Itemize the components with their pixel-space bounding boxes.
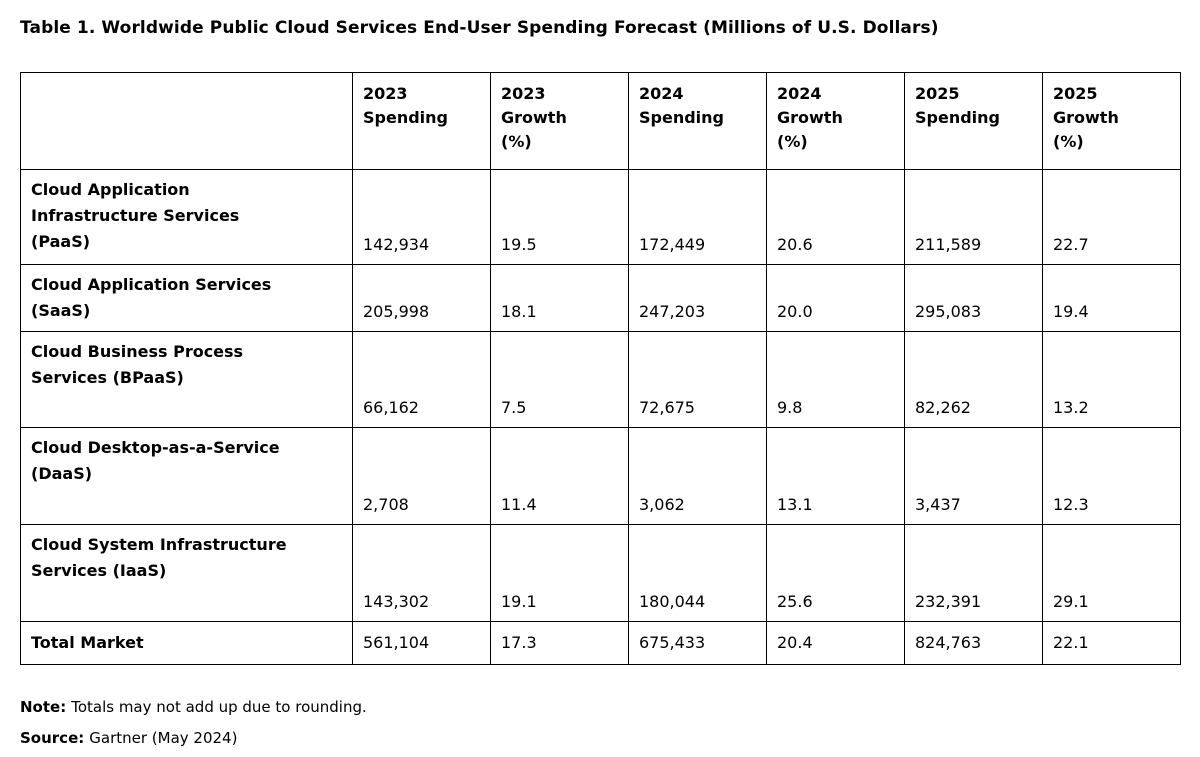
value-cell: 211,589 — [904, 169, 1043, 265]
value-cell: 561,104 — [352, 621, 491, 665]
category-cell: Cloud Desktop-as-a-Service (DaaS) — [20, 427, 353, 525]
category-cell: Cloud Application Infrastructure Service… — [20, 169, 353, 265]
table-row-daas: Cloud Desktop-as-a-Service (DaaS) 2,708 … — [20, 427, 1181, 525]
value-cell: 9.8 — [766, 331, 905, 428]
category-cell: Cloud Application Services (SaaS) — [20, 264, 353, 332]
value-cell: 675,433 — [628, 621, 767, 665]
value-cell: 25.6 — [766, 524, 905, 622]
value-cell: 22.7 — [1042, 169, 1181, 265]
table-title: Table 1. Worldwide Public Cloud Services… — [20, 18, 939, 38]
value-cell: 824,763 — [904, 621, 1043, 665]
table-row-saas: Cloud Application Services (SaaS) 205,99… — [20, 264, 1181, 332]
value-cell: 7.5 — [490, 331, 629, 428]
value-cell: 11.4 — [490, 427, 629, 525]
value-cell: 3,062 — [628, 427, 767, 525]
spending-forecast-table: 2023 Spending 2023 Growth (%) 2024 Spend… — [20, 72, 1181, 665]
value-cell: 72,675 — [628, 331, 767, 428]
header-cell-2023-growth: 2023 Growth (%) — [490, 72, 629, 170]
value-cell: 66,162 — [352, 331, 491, 428]
value-cell: 232,391 — [904, 524, 1043, 622]
table-row-paas: Cloud Application Infrastructure Service… — [20, 169, 1181, 265]
value-cell: 18.1 — [490, 264, 629, 332]
category-cell: Cloud Business Process Services (BPaaS) — [20, 331, 353, 428]
value-cell: 19.4 — [1042, 264, 1181, 332]
value-cell: 172,449 — [628, 169, 767, 265]
value-cell: 143,302 — [352, 524, 491, 622]
source-text: Gartner (May 2024) — [89, 729, 238, 747]
value-cell: 82,262 — [904, 331, 1043, 428]
note-label: Note: — [20, 698, 67, 716]
header-cell-2025-spending: 2025 Spending — [904, 72, 1043, 170]
header-cell-2024-spending: 2024 Spending — [628, 72, 767, 170]
value-cell: 29.1 — [1042, 524, 1181, 622]
footnotes: Note: Totals may not add up due to roundi… — [20, 695, 1180, 750]
value-cell: 205,998 — [352, 264, 491, 332]
category-cell: Cloud System Infrastructure Services (Ia… — [20, 524, 353, 622]
table-row-total: Total Market 561,104 17.3 675,433 20.4 8… — [20, 621, 1181, 665]
value-cell: 2,708 — [352, 427, 491, 525]
value-cell: 12.3 — [1042, 427, 1181, 525]
source-line: Source: Gartner (May 2024) — [20, 726, 1180, 750]
value-cell: 22.1 — [1042, 621, 1181, 665]
value-cell: 13.2 — [1042, 331, 1181, 428]
value-cell: 20.4 — [766, 621, 905, 665]
value-cell: 19.1 — [490, 524, 629, 622]
header-cell-2024-growth: 2024 Growth (%) — [766, 72, 905, 170]
value-cell: 19.5 — [490, 169, 629, 265]
value-cell: 142,934 — [352, 169, 491, 265]
value-cell: 295,083 — [904, 264, 1043, 332]
table-row-iaas: Cloud System Infrastructure Services (Ia… — [20, 524, 1181, 622]
value-cell: 247,203 — [628, 264, 767, 332]
header-cell-2025-growth: 2025 Growth (%) — [1042, 72, 1181, 170]
source-label: Source: — [20, 729, 85, 747]
value-cell: 20.0 — [766, 264, 905, 332]
note-text: Totals may not add up due to rounding. — [71, 698, 367, 716]
table-header-row: 2023 Spending 2023 Growth (%) 2024 Spend… — [20, 72, 1181, 170]
total-label-cell: Total Market — [20, 621, 353, 665]
header-cell-2023-spending: 2023 Spending — [352, 72, 491, 170]
value-cell: 180,044 — [628, 524, 767, 622]
value-cell: 3,437 — [904, 427, 1043, 525]
value-cell: 20.6 — [766, 169, 905, 265]
table-row-bpaas: Cloud Business Process Services (BPaaS) … — [20, 331, 1181, 428]
value-cell: 17.3 — [490, 621, 629, 665]
header-cell-segment — [20, 72, 353, 170]
value-cell: 13.1 — [766, 427, 905, 525]
note-line: Note: Totals may not add up due to roundi… — [20, 695, 1180, 719]
